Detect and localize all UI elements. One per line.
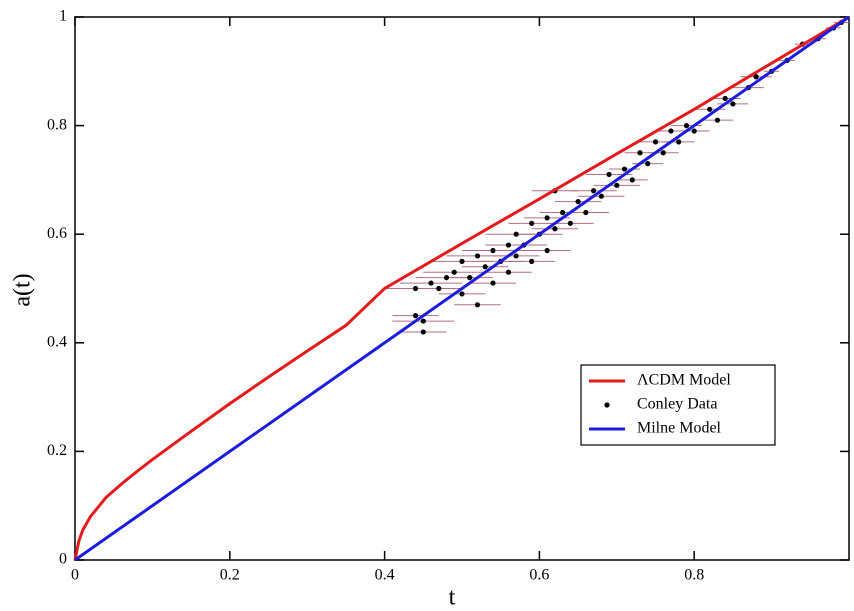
- data-point: [606, 171, 612, 178]
- x-tick-label: 0.4: [375, 567, 395, 584]
- data-point: [505, 269, 512, 275]
- data-point: [714, 117, 721, 123]
- data-point: [614, 182, 620, 188]
- data-point: [668, 128, 674, 134]
- line: [73, 15, 850, 561]
- data-point: [560, 209, 566, 216]
- data-point: [629, 177, 635, 183]
- data-point: [583, 209, 589, 216]
- plot-frame: [74, 16, 850, 561]
- data-point: [482, 264, 488, 270]
- data-point: [676, 139, 682, 145]
- data-point: [420, 318, 426, 324]
- legend-label: Conley Data: [637, 396, 717, 413]
- data-point: [683, 123, 690, 129]
- legend-label: ΛCDM Model: [637, 372, 731, 389]
- data-point: [490, 280, 496, 286]
- data-point: [451, 269, 457, 275]
- line: [74, 15, 850, 562]
- data-point: [753, 74, 759, 80]
- data-point: [513, 231, 519, 237]
- data-point: [474, 302, 481, 308]
- y-tick-label: 0.2: [47, 442, 67, 459]
- data-point: [436, 285, 442, 292]
- data-point: [544, 247, 550, 254]
- data-point: [590, 188, 597, 194]
- data-point: [412, 285, 419, 292]
- y-tick-label: 1: [59, 8, 67, 25]
- x-tick-label: 0.6: [529, 567, 549, 584]
- legend-box: [580, 364, 776, 446]
- data-point: [420, 329, 426, 335]
- legend-label: Milne Model: [637, 420, 722, 437]
- data-point: [505, 242, 512, 248]
- data-point: [412, 313, 419, 319]
- y-axis-label: a(t): [10, 273, 36, 306]
- data-point: [598, 193, 604, 199]
- data-point: [529, 220, 535, 226]
- data-point: [707, 106, 713, 112]
- x-tick-label: 0.8: [684, 567, 704, 584]
- plot-area: [73, 15, 850, 562]
- x-axis-label: t: [449, 585, 456, 611]
- data-point: [660, 150, 666, 156]
- data-point: [645, 161, 651, 167]
- data-point: [691, 128, 697, 134]
- data-point: [621, 166, 628, 172]
- legend-swatch: [604, 402, 610, 408]
- data-point: [459, 291, 465, 297]
- data-point: [552, 226, 558, 232]
- data-point: [443, 275, 450, 281]
- data-point: [544, 215, 550, 221]
- x-tick-label: 0.2: [220, 567, 240, 584]
- x-tick-label: 0: [71, 567, 79, 584]
- data-point: [575, 199, 581, 205]
- y-tick-label: 0.4: [47, 333, 67, 350]
- data-point: [490, 247, 496, 254]
- data-point: [730, 101, 736, 107]
- data-point: [474, 253, 481, 259]
- y-tick-label: 0.8: [47, 116, 67, 133]
- y-tick-label: 0.6: [47, 225, 67, 242]
- data-point: [637, 150, 643, 156]
- data-point: [467, 275, 473, 281]
- data-point: [722, 95, 728, 102]
- data-point: [652, 139, 659, 145]
- data-point: [459, 258, 465, 264]
- data-point: [428, 280, 434, 286]
- data-point: [529, 258, 535, 264]
- data-point: [513, 253, 519, 259]
- y-tick-label: 0: [59, 551, 67, 568]
- data-point: [567, 220, 573, 226]
